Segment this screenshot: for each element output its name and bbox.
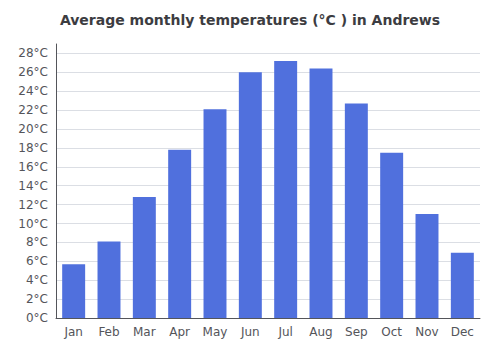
svg-text:Aug: Aug xyxy=(309,325,332,339)
svg-text:4°C: 4°C xyxy=(26,273,48,287)
svg-text:Mar: Mar xyxy=(133,325,156,339)
svg-text:24°C: 24°C xyxy=(18,84,48,98)
svg-text:0°C: 0°C xyxy=(26,311,48,325)
svg-text:Average monthly temperatures (: Average monthly temperatures (°C ) in An… xyxy=(60,12,440,28)
svg-text:6°C: 6°C xyxy=(26,254,48,268)
svg-text:Jun: Jun xyxy=(240,325,260,339)
svg-text:Feb: Feb xyxy=(98,325,119,339)
svg-text:18°C: 18°C xyxy=(18,141,48,155)
svg-text:2°C: 2°C xyxy=(26,292,48,306)
svg-text:14°C: 14°C xyxy=(18,179,48,193)
svg-text:Dec: Dec xyxy=(451,325,474,339)
svg-text:8°C: 8°C xyxy=(26,235,48,249)
svg-text:10°C: 10°C xyxy=(18,217,48,231)
svg-text:28°C: 28°C xyxy=(18,46,48,60)
svg-text:22°C: 22°C xyxy=(18,103,48,117)
svg-text:May: May xyxy=(203,325,228,339)
svg-text:26°C: 26°C xyxy=(18,65,48,79)
svg-text:Sep: Sep xyxy=(345,325,368,339)
svg-text:Jul: Jul xyxy=(277,325,292,339)
svg-text:Oct: Oct xyxy=(381,325,402,339)
svg-text:Jan: Jan xyxy=(63,325,83,339)
svg-text:12°C: 12°C xyxy=(18,198,48,212)
svg-text:16°C: 16°C xyxy=(18,160,48,174)
svg-text:Nov: Nov xyxy=(415,325,438,339)
svg-text:20°C: 20°C xyxy=(18,122,48,136)
svg-text:Apr: Apr xyxy=(169,325,190,339)
